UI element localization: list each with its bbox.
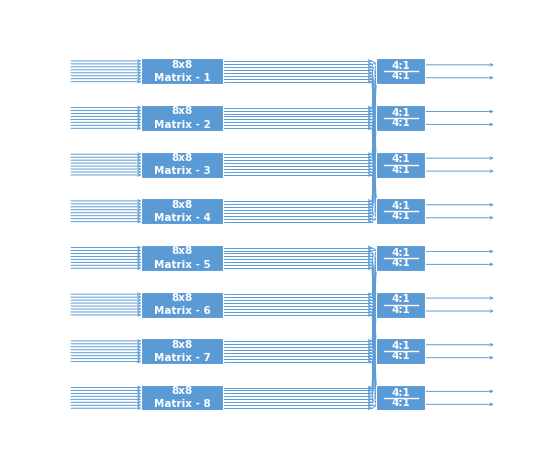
FancyBboxPatch shape <box>376 198 425 224</box>
Text: 4:1: 4:1 <box>392 351 410 361</box>
Text: 4:1: 4:1 <box>392 61 410 71</box>
Text: 4:1: 4:1 <box>392 201 410 211</box>
Text: 4:1: 4:1 <box>392 295 410 304</box>
Text: 4:1: 4:1 <box>392 398 410 408</box>
FancyBboxPatch shape <box>142 198 223 224</box>
Text: 8x8
Matrix - 6: 8x8 Matrix - 6 <box>154 293 210 316</box>
FancyBboxPatch shape <box>376 385 425 411</box>
FancyBboxPatch shape <box>142 105 223 131</box>
Text: 4:1: 4:1 <box>392 388 410 398</box>
Text: 8x8
Matrix - 3: 8x8 Matrix - 3 <box>154 153 210 176</box>
Text: 8x8
Matrix - 5: 8x8 Matrix - 5 <box>154 246 210 270</box>
Text: 4:1: 4:1 <box>392 212 410 221</box>
FancyBboxPatch shape <box>142 385 223 411</box>
FancyBboxPatch shape <box>376 292 425 318</box>
Text: 8x8
Matrix - 1: 8x8 Matrix - 1 <box>154 59 210 83</box>
Text: 8x8
Matrix - 4: 8x8 Matrix - 4 <box>154 200 210 223</box>
Text: 8x8
Matrix - 8: 8x8 Matrix - 8 <box>154 386 210 409</box>
FancyBboxPatch shape <box>376 105 425 131</box>
Text: 4:1: 4:1 <box>392 258 410 268</box>
Text: 4:1: 4:1 <box>392 165 410 175</box>
Text: 4:1: 4:1 <box>392 154 410 165</box>
Text: 8x8
Matrix - 2: 8x8 Matrix - 2 <box>154 106 210 130</box>
FancyBboxPatch shape <box>142 338 223 364</box>
Text: 4:1: 4:1 <box>392 248 410 258</box>
FancyBboxPatch shape <box>376 338 425 364</box>
FancyBboxPatch shape <box>142 152 223 177</box>
Text: 4:1: 4:1 <box>392 118 410 128</box>
FancyBboxPatch shape <box>376 59 425 84</box>
Text: 4:1: 4:1 <box>392 341 410 351</box>
FancyBboxPatch shape <box>142 59 223 84</box>
Text: 4:1: 4:1 <box>392 108 410 118</box>
FancyBboxPatch shape <box>142 245 223 271</box>
Text: 4:1: 4:1 <box>392 71 410 82</box>
FancyBboxPatch shape <box>376 245 425 271</box>
FancyBboxPatch shape <box>142 292 223 318</box>
Text: 4:1: 4:1 <box>392 305 410 315</box>
FancyBboxPatch shape <box>376 152 425 177</box>
Text: 8x8
Matrix - 7: 8x8 Matrix - 7 <box>154 340 210 363</box>
